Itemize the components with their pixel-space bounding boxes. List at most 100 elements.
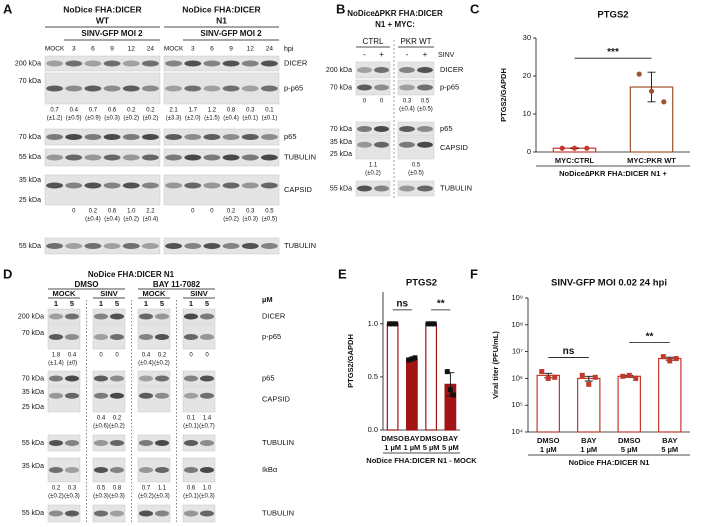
blot-band	[183, 313, 199, 320]
y-tick-label: 10⁵	[512, 400, 523, 409]
blot-band	[84, 154, 102, 161]
quant-value: 0.4	[142, 353, 151, 359]
blot-strip	[44, 72, 161, 105]
blot-strip	[182, 504, 216, 523]
quant-sd: (±0.3)	[199, 494, 215, 500]
quant-value: 0.4	[97, 416, 106, 422]
lane-label: 1	[144, 299, 148, 308]
blot-band	[141, 154, 159, 161]
y-axis-label: PTGS2/GAPDH	[346, 334, 355, 388]
blot-band	[141, 243, 159, 249]
group-title: NoDice FHA:DICER	[182, 4, 260, 14]
bar	[405, 358, 418, 431]
quant-value: 1.8	[52, 353, 61, 359]
lane-label: 5	[70, 299, 74, 308]
blot-band	[374, 67, 389, 73]
blot-strip	[182, 386, 216, 413]
blot-band	[84, 182, 102, 189]
blot-band	[183, 467, 199, 473]
x-tick-label: BAY	[581, 436, 596, 445]
blot-band	[165, 154, 183, 161]
blot-band	[122, 60, 140, 67]
quant-value: 1.7	[189, 108, 198, 114]
size-marker: 70 kDa	[330, 126, 352, 133]
blot-strip	[137, 308, 171, 325]
lane-label: +	[379, 50, 384, 59]
x-axis-label: NoDice FHA:DICER N1	[569, 458, 650, 467]
lane-label: MOCK	[164, 46, 184, 53]
blot-band	[203, 134, 221, 140]
quant-value: 1.0	[203, 486, 212, 492]
bar	[617, 375, 641, 433]
quant-value: 0.1	[187, 416, 196, 422]
blot-band	[109, 375, 125, 382]
quant-sd: (±0.4)	[399, 107, 415, 113]
blot-band	[64, 334, 80, 340]
lane-label: -	[406, 50, 409, 59]
quant-value: 0.8	[227, 108, 236, 114]
blot-band	[122, 85, 140, 92]
blot-strip	[163, 148, 280, 167]
blot-target: CAPSID	[262, 394, 291, 403]
blot-band	[154, 313, 170, 320]
blot-band	[65, 243, 83, 249]
quant-sd: (±1.4)	[48, 361, 64, 367]
size-marker: 70 kDa	[330, 84, 352, 91]
blot-band	[357, 185, 372, 192]
blot-band	[103, 154, 121, 161]
quant-value: 0.4	[70, 108, 79, 114]
blot-band	[93, 467, 109, 473]
quant-sd: (±0.4)	[143, 217, 159, 223]
quant-sd: (±0.4)	[85, 217, 101, 223]
x-tick-label: DMSO	[381, 434, 404, 443]
blot-strip	[47, 308, 81, 325]
quant-value: 0.3	[403, 99, 412, 105]
blot-band	[138, 334, 154, 340]
y-tick-label: 30	[523, 33, 531, 42]
quant-value: 0.3	[68, 486, 77, 492]
quant-sd: (±0.5)	[66, 116, 82, 122]
blot-band	[48, 392, 64, 399]
blot-band	[103, 243, 121, 249]
blot-band	[203, 60, 221, 67]
blot-band	[417, 84, 433, 91]
quant-value: 0	[210, 209, 214, 215]
blot-target: TUBULIN	[262, 508, 294, 517]
quant-value: 1.1	[369, 163, 378, 169]
lane-label: 3	[191, 46, 195, 53]
blot-band	[109, 440, 125, 446]
quant-sd: (±0.2)	[143, 116, 159, 122]
blot-band	[165, 85, 183, 92]
blot-band	[48, 467, 64, 473]
quant-value: 1.1	[158, 486, 167, 492]
lane-unit: SINV	[438, 52, 455, 59]
quant-sd: (±0.1)	[262, 116, 278, 122]
blot-band	[357, 67, 372, 73]
blot-band	[260, 243, 278, 249]
blot-band	[241, 243, 259, 249]
group-subtitle: N1	[216, 15, 227, 25]
panel-letter: C	[470, 1, 480, 16]
quant-value: 0.6	[187, 486, 196, 492]
size-marker: 200 kDa	[326, 67, 352, 74]
error-bar	[647, 71, 656, 103]
x-tick-label: 5 µM	[621, 445, 638, 454]
quant-value: 0.7	[50, 108, 59, 114]
blot-band	[154, 440, 170, 446]
significance-label: **	[437, 298, 445, 309]
size-marker: 25 kDa	[19, 197, 41, 204]
quant-value: 0.7	[89, 108, 98, 114]
panel-letter: A	[3, 1, 13, 16]
panel-letter: F	[470, 266, 478, 281]
quant-value: 0.2	[158, 353, 167, 359]
quant-sd: (±0.2)	[123, 116, 139, 122]
quant-sd: (±0.3)	[93, 494, 109, 500]
blot-band	[48, 334, 64, 340]
quant-sd: (±0.6)	[93, 424, 109, 430]
quant-value: 0.5	[97, 486, 106, 492]
x-tick-label: DMSO	[618, 436, 641, 445]
blot-band	[93, 440, 109, 446]
blot-band	[165, 60, 183, 67]
blot-band	[138, 467, 154, 473]
data-point	[409, 356, 415, 362]
